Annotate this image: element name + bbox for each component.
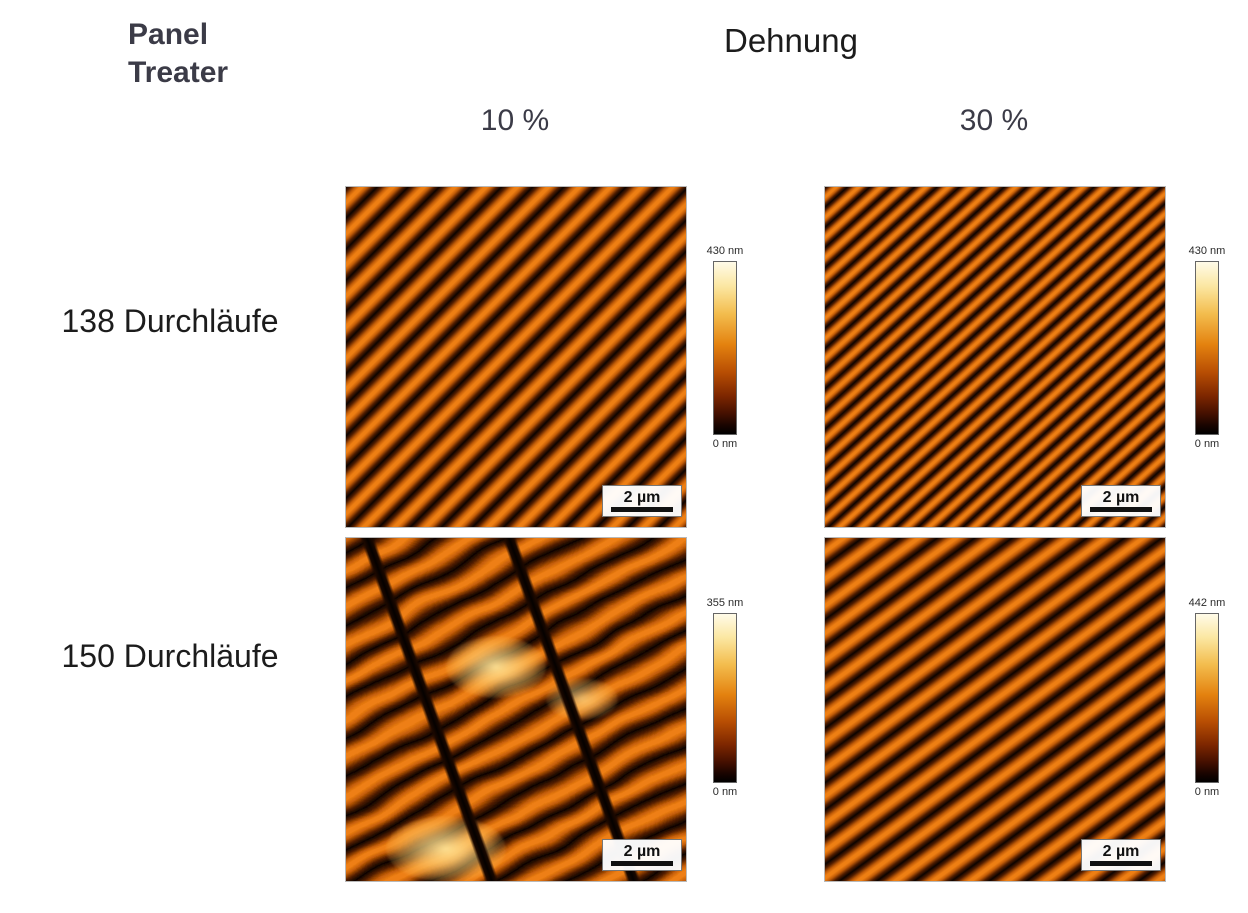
row-label-138-durchlaeufe: 138 Durchläufe xyxy=(61,303,279,339)
bright-patch xyxy=(446,636,546,698)
colorbar-gradient xyxy=(1195,613,1219,783)
wrinkle-stripes xyxy=(825,187,1165,527)
scale-bar: 2 µm xyxy=(1081,485,1161,517)
wrinkle-stripes xyxy=(346,187,686,527)
afm-image-150-30: 2 µm xyxy=(824,537,1166,882)
colorbar-min-label: 0 nm xyxy=(1194,438,1220,450)
row-label-150-durchlaeufe: 150 Durchläufe xyxy=(61,638,279,674)
colorbar-min-label: 0 nm xyxy=(1194,786,1220,798)
scale-bar-line xyxy=(611,861,673,866)
scale-bar-line xyxy=(1090,507,1152,512)
colorbar-138-10: 430 nm 0 nm xyxy=(690,245,760,450)
scale-bar: 2 µm xyxy=(602,839,682,871)
wrinkle-stripes xyxy=(346,538,686,881)
column-label-30-percent: 30 % xyxy=(959,104,1029,137)
column-label-10-percent: 10 % xyxy=(480,104,550,137)
scale-bar-label: 2 µm xyxy=(1102,843,1140,860)
scale-bar-line xyxy=(1090,861,1152,866)
colorbar-gradient xyxy=(713,613,737,783)
colorbar-138-30: 430 nm 0 nm xyxy=(1172,245,1242,450)
colorbar-gradient xyxy=(1195,261,1219,435)
wrinkle-stripes xyxy=(825,538,1165,881)
scale-bar: 2 µm xyxy=(1081,839,1161,871)
colorbar-150-10: 355 nm 0 nm xyxy=(690,597,760,798)
scale-bar-line xyxy=(611,507,673,512)
scale-bar-label: 2 µm xyxy=(623,843,661,860)
column-group-heading: Dehnung xyxy=(724,22,858,59)
colorbar-max-label: 430 nm xyxy=(1188,245,1226,257)
afm-image-150-10: 2 µm xyxy=(345,537,687,882)
scale-bar-label: 2 µm xyxy=(623,489,661,506)
row-group-heading: Panel Treater xyxy=(128,18,229,89)
afm-image-138-30: 2 µm xyxy=(824,186,1166,528)
colorbar-max-label: 355 nm xyxy=(706,597,744,609)
scale-bar-label: 2 µm xyxy=(1102,489,1140,506)
colorbar-max-label: 442 nm xyxy=(1188,597,1226,609)
colorbar-min-label: 0 nm xyxy=(712,786,738,798)
colorbar-min-label: 0 nm xyxy=(712,438,738,450)
afm-image-138-10: 2 µm xyxy=(345,186,687,528)
colorbar-max-label: 430 nm xyxy=(706,245,744,257)
scale-bar: 2 µm xyxy=(602,485,682,517)
colorbar-gradient xyxy=(713,261,737,435)
colorbar-150-30: 442 nm 0 nm xyxy=(1172,597,1242,798)
